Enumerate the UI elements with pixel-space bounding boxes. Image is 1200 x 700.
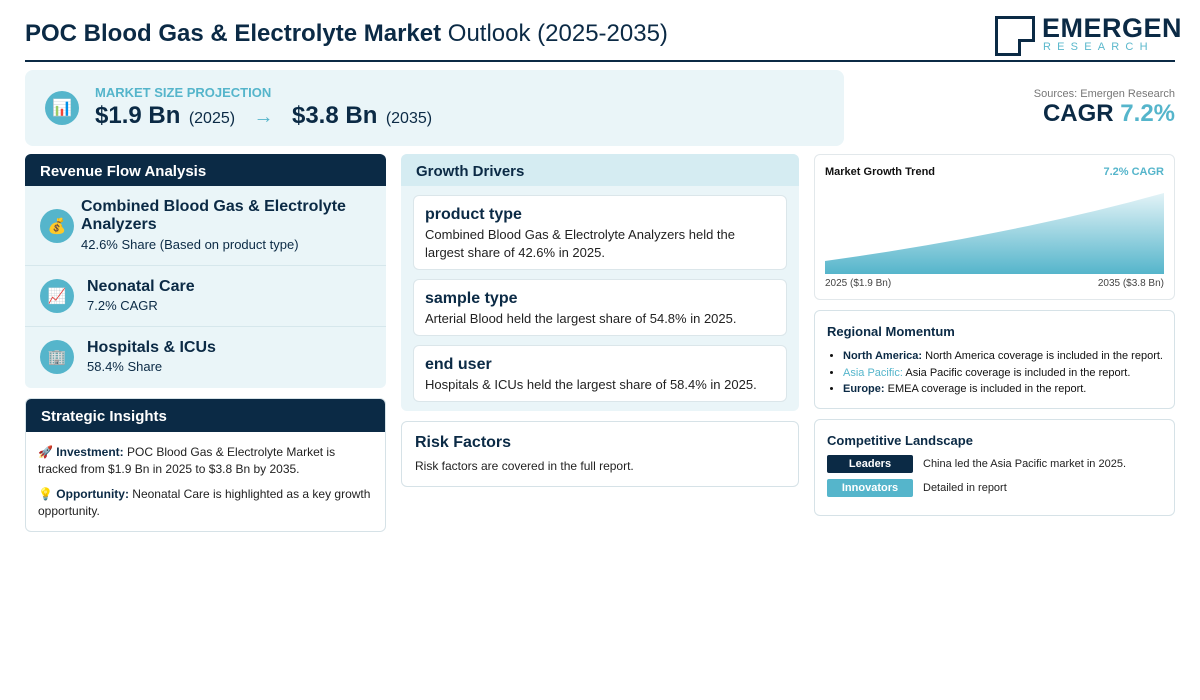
trend-cagr: 7.2% CAGR [1103,166,1164,178]
region-text: EMEA coverage is included in the report. [887,383,1087,395]
list-item: Europe: EMEA coverage is included in the… [843,381,1168,398]
regional-momentum-title: Regional Momentum [827,324,955,339]
risk-factors-text: Risk factors are covered in the full rep… [415,459,634,473]
growth-drivers-panel: Growth Drivers product type Combined Blo… [401,154,799,411]
strategic-insights-panel: Strategic Insights 🚀 Investment: POC Blo… [25,398,386,532]
revenue-flow-panel: Revenue Flow Analysis 💰 Combined Blood G… [25,154,386,388]
competitive-landscape-panel: Competitive Landscape Leaders China led … [814,419,1175,516]
trend-end-label: 2035 ($3.8 Bn) [1097,278,1164,289]
region-name: Europe: [843,383,885,395]
projection-start-value: $1.9 Bn [95,102,181,129]
rocket-icon: 🚀 [38,445,53,459]
emergen-research-logo: EMERGEN RESEARCH [995,14,1182,56]
projection-start-year: (2025) [188,110,236,127]
driver-text: Arterial Blood held the largest share of… [425,311,737,326]
title-bold: POC Blood Gas & Electrolyte Market [25,20,442,47]
competitive-landscape-title: Competitive Landscape [827,433,973,448]
projection-end-year: (2035) [385,110,433,127]
sources-note: Sources: Emergen Research [1033,88,1175,100]
driver-title: product type [425,206,522,223]
page-title: POC Blood Gas & Electrolyte Market Outlo… [25,20,668,48]
driver-text: Combined Blood Gas & Electrolyte Analyze… [425,227,736,260]
risk-factors-title: Risk Factors [415,434,512,451]
market-size-projection: 📊 MARKET SIZE PROJECTION $1.9 Bn (2025) … [25,70,844,146]
driver-title: end user [425,356,492,373]
revenue-item: 🏢 Hospitals & ICUs 58.4% Share [25,327,386,388]
money-bag-icon: 💰 [40,209,74,243]
bar-chart-icon: 📊 [45,91,79,125]
trend-chart-icon: 📈 [40,279,74,313]
building-icon: 🏢 [40,340,74,374]
growth-drivers-heading: Growth Drivers [401,154,799,186]
leaders-text: China led the Asia Pacific market in 202… [923,458,1127,470]
list-item: North America: North America coverage is… [843,348,1168,365]
region-text: Asia Pacific coverage is included in the… [905,366,1131,379]
revenue-item-sub: 7.2% CAGR [87,298,158,313]
opportunity-insight: 💡 Opportunity: Neonatal Care is highligh… [38,486,373,519]
revenue-item-title: Combined Blood Gas & Electrolyte Analyze… [81,198,346,233]
region-name: North America: [843,350,923,362]
trend-title: Market Growth Trend [825,166,936,178]
projection-end-value: $3.8 Bn [291,102,378,129]
revenue-flow-heading: Revenue Flow Analysis [25,154,386,186]
revenue-item: 📈 Neonatal Care 7.2% CAGR [25,266,386,327]
revenue-item-sub: 42.6% Share (Based on product type) [81,237,299,252]
regional-list: North America: North America coverage is… [843,348,1168,398]
region-text: North America coverage is included in th… [925,350,1163,362]
projection-label: MARKET SIZE PROJECTION [95,85,272,100]
list-item: Asia Pacific: Asia Pacific coverage is i… [843,365,1168,382]
investment-text: POC Blood Gas & Electrolyte Market is tr… [38,445,336,476]
opportunity-label: Opportunity: [56,487,129,501]
cagr-value: 7.2% [1120,100,1175,127]
investment-label: Investment: [56,445,124,459]
revenue-item-title: Hospitals & ICUs [87,339,216,356]
title-light: Outlook (2025-2035) [447,20,668,47]
revenue-item-title: Neonatal Care [87,278,195,295]
innovators-badge: Innovators [827,479,913,497]
investment-insight: 🚀 Investment: POC Blood Gas & Electrolyt… [38,444,373,477]
strategic-insights-heading: Strategic Insights [26,399,385,432]
driver-card: end user Hospitals & ICUs held the large… [413,345,787,402]
risk-factors-panel: Risk Factors Risk factors are covered in… [401,421,799,487]
driver-card: product type Combined Blood Gas & Electr… [413,195,787,270]
cagr-label: CAGR [1042,100,1114,127]
opportunity-text: Neonatal Care is highlighted as a key gr… [38,487,371,518]
lightbulb-icon: 💡 [38,487,53,501]
driver-card: sample type Arterial Blood held the larg… [413,279,787,336]
arrow-right-icon: → [253,106,274,128]
trend-start-label: 2025 ($1.9 Bn) [825,278,892,289]
region-name: Asia Pacific: [843,366,903,379]
leaders-badge: Leaders [827,455,913,473]
revenue-item: 💰 Combined Blood Gas & Electrolyte Analy… [25,186,386,266]
logo-word: EMERGEN [1042,13,1183,43]
trend-area-chart [825,193,1164,274]
regional-momentum-panel: Regional Momentum North America: North A… [814,310,1175,409]
cagr-summary: CAGR 7.2% [1043,100,1175,128]
trend-area-series [825,193,1164,274]
driver-text: Hospitals & ICUs held the largest share … [425,377,757,392]
revenue-item-sub: 58.4% Share [87,359,163,374]
page-header: POC Blood Gas & Electrolyte Market Outlo… [25,12,1182,62]
driver-title: sample type [425,290,518,307]
logo-mark-icon [995,16,1035,56]
market-growth-trend-chart: Market Growth Trend 7.2% CAGR 2025 ($1.9… [814,154,1175,300]
logo-sub: RESEARCH [1043,41,1154,53]
innovators-text: Detailed in report [923,482,1007,494]
projection-values: $1.9 Bn (2025) → $3.8 Bn (2035) [95,102,432,130]
